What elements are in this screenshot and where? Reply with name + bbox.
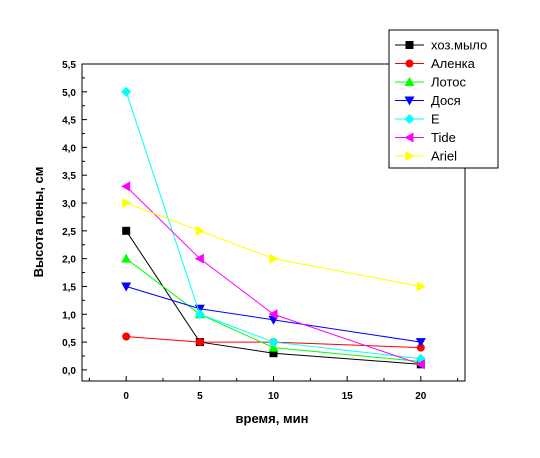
x-axis-title: время, мин <box>236 411 309 426</box>
data-point <box>268 337 279 348</box>
y-tick-label: 3,5 <box>62 171 76 182</box>
y-tick-label: 5,0 <box>62 88 76 99</box>
x-tick-label: 20 <box>415 391 427 402</box>
y-tick-label: 5,5 <box>62 60 76 71</box>
y-tick-label: 1,5 <box>62 282 76 293</box>
data-point <box>194 309 205 320</box>
legend-frame <box>388 29 499 169</box>
legend-label: Аленка <box>431 56 476 71</box>
legend-label: E <box>431 112 440 127</box>
legend-marker <box>404 77 415 86</box>
data-point <box>122 226 131 235</box>
data-point <box>269 253 279 264</box>
y-tick-label: 1,0 <box>62 310 76 321</box>
data-point <box>195 338 204 347</box>
legend-marker <box>405 59 414 68</box>
x-tick-label: 15 <box>342 391 354 402</box>
y-tick-label: 3,0 <box>62 199 76 210</box>
data-point <box>415 338 426 348</box>
y-tick-label: 0,5 <box>62 338 76 349</box>
series-line <box>126 336 421 349</box>
legend-label: Лотос <box>431 75 467 90</box>
legend-label: хоз.мыло <box>431 38 487 53</box>
x-axis: 0 5 10 15 20 <box>88 376 459 402</box>
series-line <box>126 285 421 343</box>
data-point <box>268 309 278 320</box>
legend-marker <box>404 114 415 124</box>
y-axis-title: Высота пены, см <box>31 167 46 278</box>
series <box>122 198 426 292</box>
x-tick-label: 0 <box>123 391 129 402</box>
legend-marker <box>405 151 415 161</box>
series-line <box>126 202 421 287</box>
x-tick-label: 5 <box>197 391 203 402</box>
y-tick-label: 4,5 <box>62 116 76 127</box>
data-point <box>121 282 132 292</box>
data-point <box>269 349 278 358</box>
series-line <box>125 258 421 363</box>
y-tick-label: 2,5 <box>62 227 76 238</box>
legend-label: Tide <box>431 130 456 145</box>
data-point <box>195 225 205 236</box>
y-tick-label: 4,0 <box>62 143 76 154</box>
series-line <box>125 185 421 365</box>
series-group <box>121 86 426 370</box>
series-line <box>125 91 421 360</box>
data-point <box>194 253 204 264</box>
y-tick-label: 0,0 <box>62 366 76 377</box>
data-point <box>121 86 132 97</box>
legend-label: Ariel <box>431 149 457 164</box>
data-point <box>415 359 425 370</box>
series <box>121 181 425 370</box>
y-axis: 0,0 0,5 1,0 1,5 2,0 2,5 3,0 3,5 4,0 4,5 5,0 5,5 <box>62 60 87 377</box>
legend-marker <box>404 96 415 106</box>
legend: хоз.мыло Аленка Лотос Дося E Tide Ariel <box>388 29 499 169</box>
series <box>122 332 425 352</box>
legend-marker <box>404 132 414 143</box>
data-point <box>121 253 132 263</box>
legend-label: Дося <box>431 93 461 108</box>
data-point <box>122 198 132 209</box>
x-tick-label: 10 <box>268 391 280 402</box>
series <box>121 86 426 364</box>
data-point <box>121 181 131 192</box>
data-point <box>268 342 279 352</box>
data-point <box>122 332 131 341</box>
y-tick-label: 2,0 <box>62 255 76 266</box>
data-point <box>416 343 425 352</box>
series <box>121 253 426 366</box>
legend-marker <box>405 41 414 49</box>
data-point <box>416 281 426 292</box>
